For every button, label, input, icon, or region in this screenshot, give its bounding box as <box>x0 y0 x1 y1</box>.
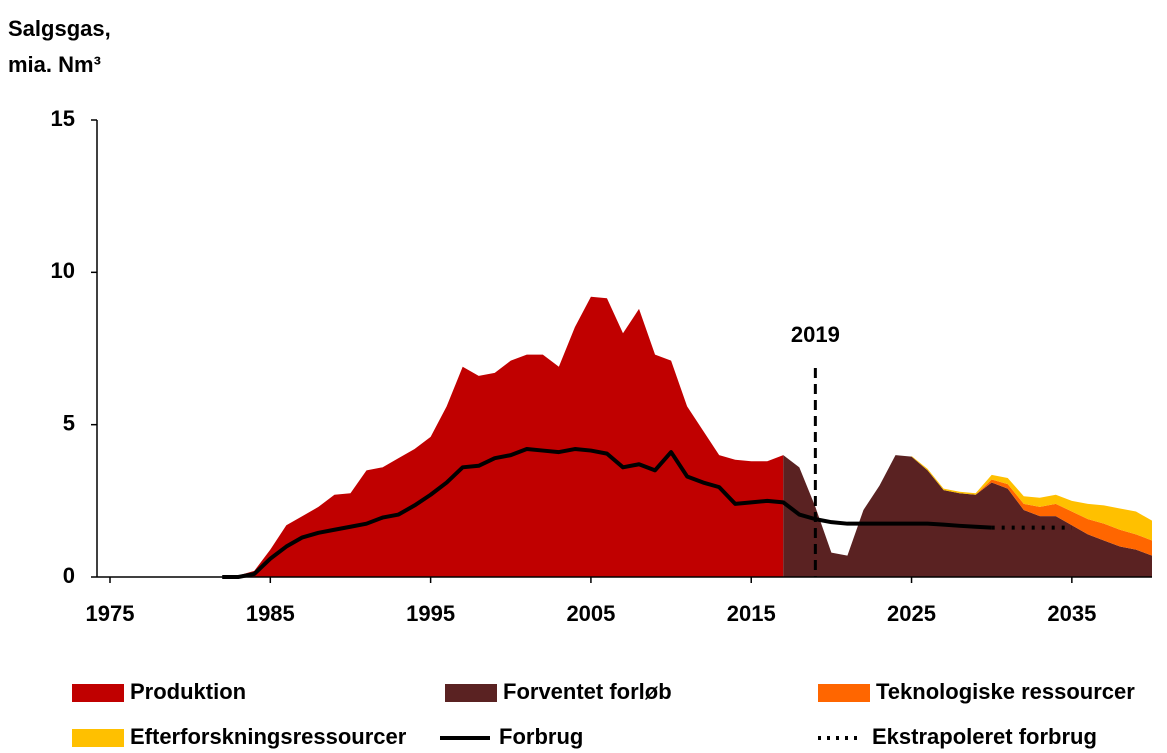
y-tick-label: 10 <box>51 258 75 283</box>
legend-label: Produktion <box>130 679 246 704</box>
legend-swatch <box>445 684 497 702</box>
y-tick-label: 15 <box>51 106 75 131</box>
y-axis-label: mia. Nm³ <box>8 52 101 77</box>
legend-label: Forventet forløb <box>503 679 672 704</box>
area <box>783 455 1152 577</box>
legend-label: Teknologiske ressourcer <box>876 679 1135 704</box>
legend-swatch <box>72 684 124 702</box>
x-tick-label: 2005 <box>566 601 615 626</box>
x-tick-label: 2025 <box>887 601 936 626</box>
legend-swatch <box>72 729 124 747</box>
x-tick-label: 2015 <box>727 601 776 626</box>
area <box>222 296 784 577</box>
y-tick-label: 0 <box>63 563 75 588</box>
y-tick-label: 5 <box>63 410 75 435</box>
legend-label: Forbrug <box>499 724 583 749</box>
x-tick-label: 1995 <box>406 601 455 626</box>
y-axis-label: Salgsgas, <box>8 16 111 41</box>
line <box>222 447 992 579</box>
legend-swatch <box>818 684 870 702</box>
area <box>975 479 1152 556</box>
x-tick-label: 2035 <box>1047 601 1096 626</box>
legend-label: Efterforskningsressourcer <box>130 724 407 749</box>
x-tick-label: 1985 <box>246 601 295 626</box>
x-tick-label: 1975 <box>86 601 135 626</box>
legend-label: Ekstrapoleret forbrug <box>872 724 1097 749</box>
area <box>911 456 1152 541</box>
annotation-label: 2019 <box>791 322 840 347</box>
